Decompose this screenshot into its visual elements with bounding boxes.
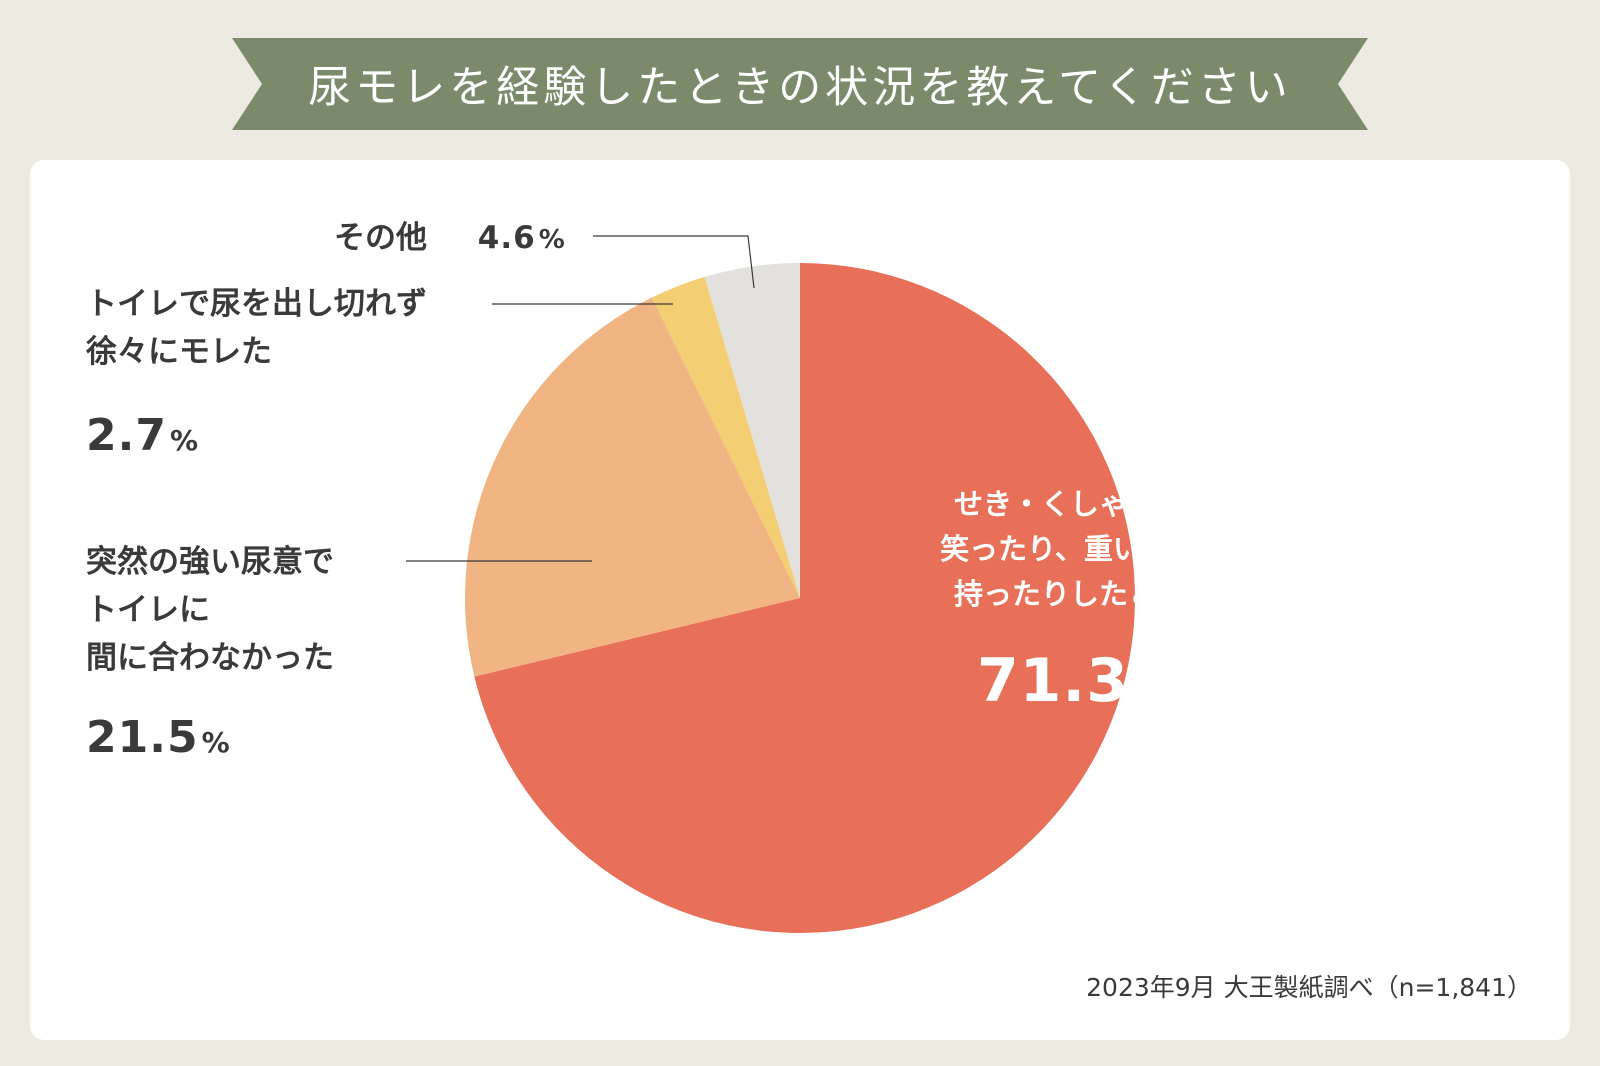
slice-value-other-number: 4.6 [477,220,536,256]
chart-title: 尿モレを経験したときの状況を教えてください [308,63,1292,113]
title-ribbon-shape [232,38,1368,130]
slice-value-gradual-number: 2.7 [86,410,167,462]
pie-slices [465,263,1135,934]
source-note: 2023年9月 大王製紙調べ（n=1,841） [1086,973,1532,1002]
slice-label-cough-line-3: 持ったりしたとき [953,576,1186,611]
slice-label-cough: せき・くしゃみ、 笑ったり、重い物を 持ったりしたとき 71.3% [790,482,1350,728]
percent-sign: % [538,225,566,255]
percent-sign: % [169,424,200,458]
slice-label-urge-line-3: 間に合わなかった [86,640,334,677]
slice-label-urge: 突然の強い尿意で トイレに 間に合わなかった 21.5% [86,538,334,772]
slice-label-urge-line-2: トイレに [86,592,210,629]
pie-slice-other [704,263,800,598]
slice-label-gradual-line-2: 徐々にモレた [86,334,272,371]
percent-sign: % [1131,673,1164,709]
pie-slice-gradual [651,276,800,598]
pie-slice-urge [465,297,800,677]
slice-label-gradual: トイレで尿を出し切れず 徐々にモレた 2.7% [86,280,427,470]
leader-lines [406,235,755,562]
slice-label-gradual-line-1: トイレで尿を出し切れず [86,286,427,322]
slice-value-gradual: 2.7% [86,402,199,470]
leader-line-other [593,235,755,289]
slice-value-cough-number: 71.3 [976,645,1129,716]
slice-label-cough-line-2: 笑ったり、重い物を [940,531,1200,566]
title-ribbon [232,38,1368,130]
slice-value-other: 4.6% [478,220,566,256]
slice-value-cough: 71.3% [977,635,1163,728]
pie-slice-cough [474,263,1135,934]
slice-value-urge-number: 21.5 [86,712,199,764]
slice-value-urge: 21.5% [86,704,231,772]
slice-label-cough-line-1: せき・くしゃみ、 [953,487,1186,521]
slice-label-other-text: その他 [334,220,427,256]
slice-label-urge-line-1: 突然の強い尿意で [86,544,334,580]
slice-label-other: その他 4.6% [334,214,566,262]
percent-sign: % [201,726,231,760]
